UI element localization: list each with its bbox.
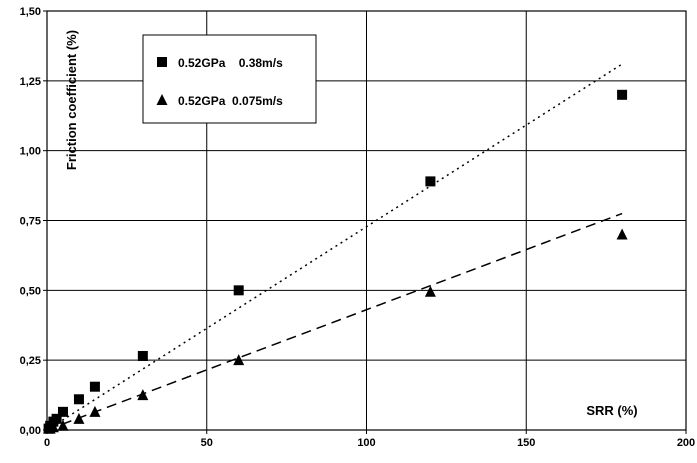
legend-label-series-2: 0.52GPa 0.075m/s <box>178 94 283 108</box>
square-point <box>233 285 244 296</box>
y-tick-label: 0,50 <box>20 285 41 297</box>
x-tick-label: 200 <box>677 437 695 449</box>
square-point <box>51 413 62 424</box>
trendline-series-2 <box>46 212 623 431</box>
square-point <box>617 89 628 100</box>
triangle-point <box>89 405 101 417</box>
triangle-point <box>233 354 245 366</box>
triangle-point <box>137 389 149 401</box>
legend-marker-series-2 <box>156 94 168 105</box>
x-tick-label: 150 <box>517 437 535 449</box>
y-tick-label: 0,75 <box>20 216 41 228</box>
legend-box <box>142 34 317 124</box>
y-tick-label: 1,25 <box>20 76 41 88</box>
y-axis-label: Friction coefficient (%) <box>64 30 79 170</box>
square-point <box>57 406 68 417</box>
legend: 0.52GPa 0.38m/s 0.52GPa 0.075m/s <box>142 34 317 124</box>
triangle-point <box>73 412 85 424</box>
square-point <box>89 381 100 392</box>
legend-items: 0.52GPa 0.38m/s 0.52GPa 0.075m/s <box>156 56 283 108</box>
y-tick-label: 0,25 <box>20 355 41 367</box>
square-point <box>73 394 84 405</box>
triangle-point <box>616 228 628 240</box>
y-tick-label: 0,00 <box>20 425 41 437</box>
legend-label-series-1: 0.52GPa 0.38m/s <box>178 56 283 70</box>
data-markers <box>43 89 628 434</box>
legend-marker-series-1 <box>157 57 167 67</box>
y-tick-label: 1,50 <box>20 6 41 18</box>
x-tick-label: 0 <box>44 437 50 449</box>
x-axis-label: SRR (%) <box>586 403 637 418</box>
trendlines <box>46 63 623 431</box>
x-tick-label: 100 <box>357 437 375 449</box>
y-tick-label: 1,00 <box>20 146 41 158</box>
triangle-point <box>424 285 436 297</box>
triangle-point <box>57 419 69 431</box>
square-point <box>137 350 148 361</box>
square-point <box>425 176 436 187</box>
trendline-series-1 <box>46 63 623 431</box>
x-tick-label: 50 <box>201 437 213 449</box>
tick-labels: 0,00 0,25 0,50 0,75 1,00 1,25 1,50 0 50 100 150 200 <box>20 6 696 449</box>
